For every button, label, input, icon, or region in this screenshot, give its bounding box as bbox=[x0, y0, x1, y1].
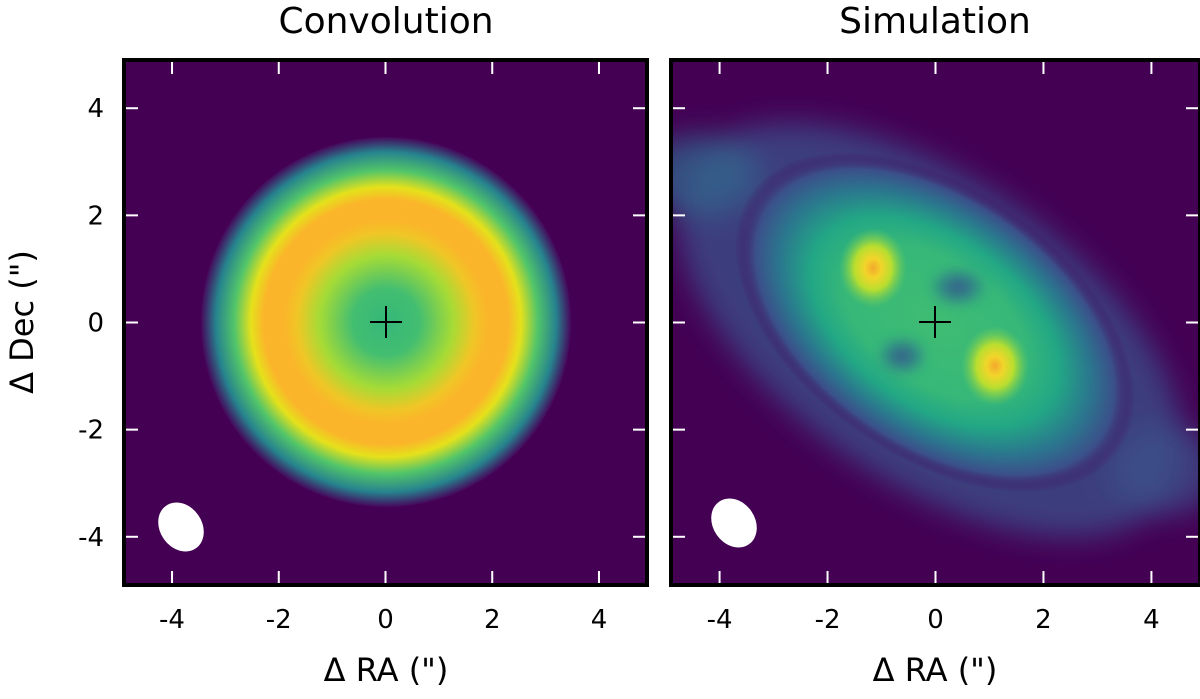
beam-ellipse bbox=[158, 502, 204, 552]
x-tick-label: 2 bbox=[484, 605, 501, 635]
y-tick-labels: -4 -2 0 2 4 bbox=[78, 94, 104, 553]
y-tick-label: -4 bbox=[78, 523, 104, 553]
emission-peak bbox=[961, 326, 1029, 406]
x-tick-labels: -4 -2 0 2 4 bbox=[707, 605, 1160, 635]
center-marker bbox=[919, 306, 951, 338]
panel-simulation: Simulation -4 -2 0 2 4 Δ RA (") bbox=[669, 1, 1200, 689]
y-axis-label: Δ Dec (") bbox=[3, 250, 41, 394]
axis-ticks bbox=[671, 60, 1200, 585]
x-tick-label: 4 bbox=[1143, 605, 1160, 635]
panel-title: Simulation bbox=[839, 1, 1031, 42]
x-tick-label: 0 bbox=[927, 605, 944, 635]
panel-convolution: Convolution -4 -2 0 2 4 -4 -2 0 2 4 Δ RA (") Δ D… bbox=[3, 1, 649, 689]
x-axis-label: Δ RA (") bbox=[324, 651, 449, 689]
panel-title: Convolution bbox=[278, 1, 493, 42]
x-tick-label: 4 bbox=[591, 605, 608, 635]
center-marker bbox=[370, 306, 402, 338]
x-tick-label: 2 bbox=[1035, 605, 1052, 635]
y-tick-label: 4 bbox=[87, 94, 104, 124]
x-tick-label: -2 bbox=[815, 605, 841, 635]
x-tick-label: -2 bbox=[266, 605, 292, 635]
y-tick-label: 0 bbox=[87, 309, 104, 339]
inner-cavity bbox=[928, 267, 988, 307]
y-tick-label: -2 bbox=[78, 416, 104, 446]
x-axis-label: Δ RA (") bbox=[873, 651, 998, 689]
emission-peak bbox=[839, 228, 907, 308]
x-tick-label: 0 bbox=[377, 605, 394, 635]
plot-frame bbox=[669, 58, 1200, 587]
x-tick-labels: -4 -2 0 2 4 bbox=[159, 605, 607, 635]
axis-ticks bbox=[124, 60, 647, 585]
beam-ellipse bbox=[711, 498, 757, 548]
x-tick-label: -4 bbox=[159, 605, 185, 635]
x-tick-label: -4 bbox=[707, 605, 733, 635]
y-tick-label: 2 bbox=[87, 201, 104, 231]
inner-cavity bbox=[876, 336, 928, 376]
right-extension bbox=[1110, 425, 1200, 515]
left-extension bbox=[671, 135, 760, 215]
plot-frame bbox=[122, 58, 649, 587]
